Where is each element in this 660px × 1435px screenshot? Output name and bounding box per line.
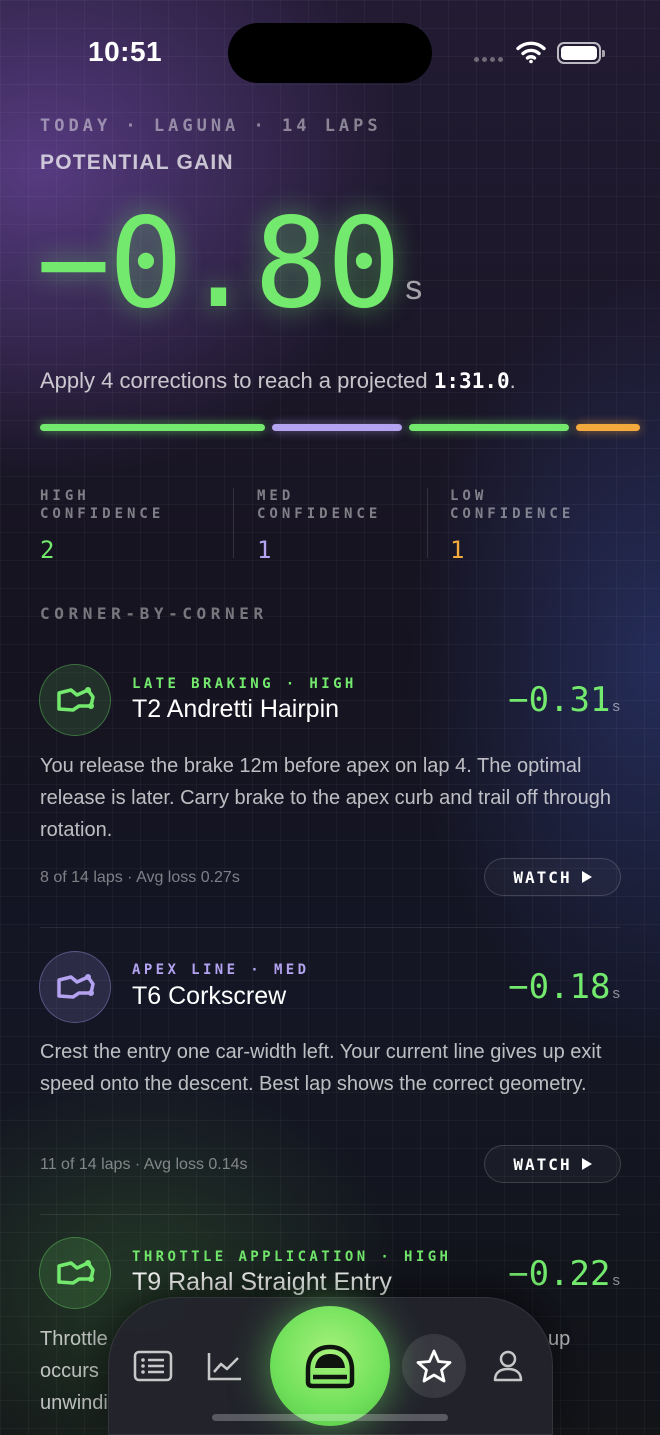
confidence-count: 1 bbox=[450, 536, 465, 564]
confidence-count: 1 bbox=[257, 536, 272, 564]
corner-category: THROTTLE APPLICATION · HIGH bbox=[132, 1249, 452, 1265]
projection-lead: Apply 4 corrections to reach a projected bbox=[40, 368, 434, 393]
projected-laptime: 1:31.0 bbox=[433, 369, 510, 393]
status-time: 10:51 bbox=[88, 36, 163, 67]
projection-text: Apply 4 corrections to reach a projected… bbox=[40, 368, 516, 394]
corner-delta: −0.18 s bbox=[508, 967, 620, 1007]
confidence-high: HIGH CONFIDENCE 2 bbox=[40, 487, 230, 564]
segment-high-1 bbox=[40, 424, 265, 431]
corner-name: T6 Corkscrew bbox=[132, 982, 287, 1010]
corner-name: T2 Andretti Hairpin bbox=[132, 695, 340, 723]
profile-icon[interactable] bbox=[476, 1334, 540, 1398]
corner-description-fragment: Throttle bbox=[40, 1328, 108, 1350]
track-map-icon bbox=[39, 1237, 111, 1309]
segment-low bbox=[576, 424, 640, 431]
corner-category: APEX LINE · MED bbox=[132, 962, 310, 978]
confidence-low: LOW CONFIDENCE 1 bbox=[450, 487, 640, 564]
play-icon bbox=[581, 868, 592, 887]
corner-description-fragment: occurs bbox=[40, 1360, 99, 1382]
potential-gain-label: POTENTIAL GAIN bbox=[40, 151, 234, 174]
dynamic-island bbox=[228, 23, 432, 83]
corner-description-fragment: up bbox=[548, 1328, 571, 1350]
segment-high-2 bbox=[409, 424, 569, 431]
divider bbox=[233, 488, 234, 558]
track-map-icon bbox=[39, 664, 111, 736]
confidence-med: MED CONFIDENCE 1 bbox=[257, 487, 447, 564]
cellular-signal-icon bbox=[474, 57, 503, 62]
corner-category: LATE BRAKING · HIGH bbox=[132, 676, 357, 692]
section-title: CORNER-BY-CORNER bbox=[40, 604, 268, 623]
potential-gain-value: −0.80 s bbox=[36, 194, 422, 334]
play-icon bbox=[581, 1155, 592, 1174]
star-icon[interactable] bbox=[402, 1334, 466, 1398]
corner-meta: 11 of 14 laps · Avg loss 0.14s bbox=[40, 1156, 248, 1173]
card-divider bbox=[40, 927, 620, 928]
corner-meta: 8 of 14 laps · Avg loss 0.27s bbox=[40, 869, 240, 886]
confidence-label: LOW CONFIDENCE bbox=[450, 488, 575, 522]
corner-delta: −0.31 s bbox=[508, 680, 620, 720]
corner-description: Crest the entry one car-width left. Your… bbox=[40, 1041, 602, 1095]
wifi-icon bbox=[516, 40, 546, 69]
divider bbox=[427, 488, 428, 558]
corner-name: T9 Rahal Straight Entry bbox=[132, 1268, 392, 1296]
corner-description: You release the brake 12m before apex on… bbox=[40, 755, 612, 841]
corner-delta: −0.22 s bbox=[508, 1254, 620, 1294]
chart-icon[interactable] bbox=[193, 1334, 257, 1398]
watch-button[interactable]: WATCH bbox=[484, 858, 621, 896]
confidence-count: 2 bbox=[40, 536, 55, 564]
watch-label: WATCH bbox=[513, 867, 572, 887]
corner-description-fragment: unwindi bbox=[40, 1392, 108, 1414]
gain-number: −0.80 bbox=[36, 192, 401, 336]
session-kicker: TODAY · LAGUNA · 14 LAPS bbox=[40, 116, 382, 136]
confidence-label: HIGH CONFIDENCE bbox=[40, 488, 165, 522]
projection-end: . bbox=[509, 368, 516, 393]
battery-icon bbox=[557, 42, 605, 64]
gain-unit: s bbox=[405, 269, 423, 307]
watch-label: WATCH bbox=[513, 1154, 572, 1174]
card-divider bbox=[40, 1214, 620, 1215]
segment-med bbox=[272, 424, 402, 431]
confidence-label: MED CONFIDENCE bbox=[257, 488, 382, 522]
list-icon[interactable] bbox=[121, 1334, 185, 1398]
home-indicator bbox=[212, 1414, 448, 1421]
car-icon[interactable] bbox=[270, 1306, 390, 1426]
watch-button[interactable]: WATCH bbox=[484, 1145, 621, 1183]
track-map-icon bbox=[39, 951, 111, 1023]
